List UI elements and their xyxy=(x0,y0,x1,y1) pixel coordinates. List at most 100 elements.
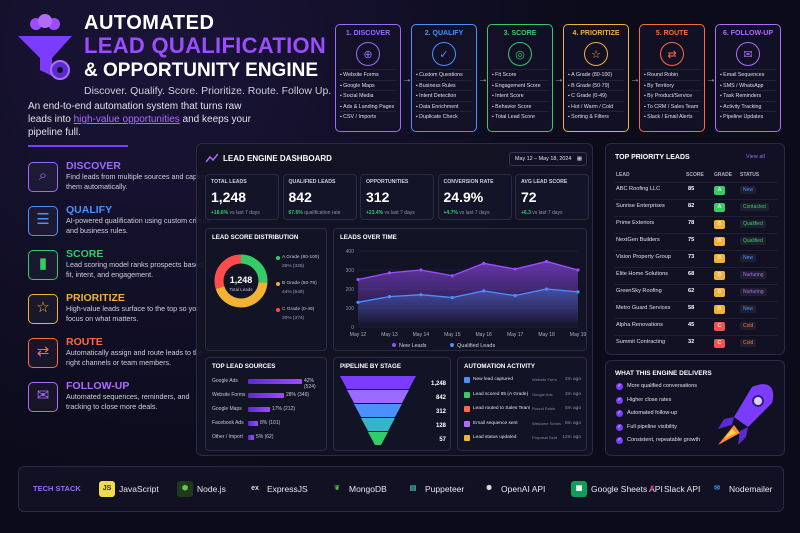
tech-item: ✉ Nodemailer xyxy=(709,481,772,497)
table-row[interactable]: Prime Exteriors 78 B Qualified xyxy=(614,216,778,232)
activity-title: AUTOMATION ACTIVITY xyxy=(464,363,536,370)
kpi-value: 842 xyxy=(288,189,312,205)
pipeline-stage-icon: ◎ xyxy=(508,42,532,66)
pipeline-card-title: 6. FOLLOW-UP xyxy=(722,30,774,37)
x-tick-label: May 18 xyxy=(538,332,555,338)
calendar-icon: ▦ xyxy=(576,156,582,162)
pipeline-card-items: Website FormsGoogle MapsSocial MediaAds … xyxy=(340,69,396,122)
table-row[interactable]: GreenSky Roofing 62 B Nurturing xyxy=(614,284,778,300)
table-row[interactable]: ABC Roofing LLC 85 A New xyxy=(614,182,778,198)
series-point xyxy=(576,290,580,294)
step-discover: ⌕ DISCOVER Find leads from multiple source… xyxy=(28,160,209,204)
automation-activity-card: AUTOMATION ACTIVITY New lead captured Web… xyxy=(457,357,587,451)
funnel-stage-5 xyxy=(368,432,388,445)
kpi-value: 72 xyxy=(521,189,537,205)
step-name: FOLLOW-UP xyxy=(66,380,130,392)
status-badge: New xyxy=(740,254,757,262)
table-row[interactable]: Vision Property Group 73 B New xyxy=(614,250,778,266)
legend-dot xyxy=(276,308,280,312)
status-badge: Qualified xyxy=(740,220,766,228)
pipeline-stage-icon: ✉ xyxy=(736,42,760,66)
kpi-label: OPPORTUNITIES xyxy=(366,179,409,185)
pipeline-item: Pipeline Updates xyxy=(720,111,776,122)
deliverable-item: Automated follow-up xyxy=(627,410,678,416)
lead-name: Alpha Renovations xyxy=(616,322,663,328)
funnel-stage-value: 128 xyxy=(436,423,447,429)
activity-source: Round Robin xyxy=(532,406,556,411)
pipeline-card-4: 4. PRIORITIZE ☆ A Grade (80-100)B Grade (5… xyxy=(563,24,629,132)
source-name: Other / Import xyxy=(212,434,243,440)
step-follow-up: ✉ FOLLOW-UP Automated sequences, reminders… xyxy=(28,380,198,424)
pipeline-card-title: 3. SCORE xyxy=(503,30,537,37)
source-name: Website Forms xyxy=(212,392,246,398)
pipeline-by-stage-card: PIPELINE BY STAGE 1,248 842 312 128 57 xyxy=(333,357,451,451)
lead-score: 32 xyxy=(688,339,695,345)
lead-score: 68 xyxy=(688,271,695,277)
star-icon: ☆ xyxy=(28,294,58,324)
pipeline-item: Intent Score xyxy=(492,90,548,101)
status-badge: New xyxy=(740,186,757,194)
pipeline-item: Data Enrichment xyxy=(416,100,472,112)
bar-chart-icon: ▮ xyxy=(28,250,58,280)
intro-text: An end-to-end automation system that tur… xyxy=(28,101,251,138)
tech-name: Slack API xyxy=(664,484,701,494)
table-column-header: LEAD xyxy=(616,172,630,178)
pipeline-item: Round Robin xyxy=(644,69,700,80)
table-row[interactable]: Sunrise Enterprises 82 A Contacted xyxy=(614,199,778,215)
activity-icon xyxy=(464,377,470,383)
table-row[interactable]: NextGen Builders 75 B Qualified xyxy=(614,233,778,249)
tech-logo-icon: ⬢ xyxy=(177,481,193,497)
form-icon: ☰ xyxy=(28,206,58,236)
funnel-people-logo-icon xyxy=(18,14,72,80)
kpi-delta: +4.7% vs last 7 days xyxy=(443,210,490,216)
lead-name: Vision Property Group xyxy=(616,254,671,260)
pipeline-card-6: 6. FOLLOW-UP ✉ Email SequencesSMS / WhatsA… xyxy=(715,24,781,132)
source-bar xyxy=(248,407,270,412)
table-row[interactable]: Summit Contracting 32 C Cold xyxy=(614,335,778,351)
kpi-card: QUALIFIED LEADS 842 67.6% qualification ra… xyxy=(282,174,357,220)
step-name: PRIORITIZE xyxy=(66,292,125,304)
series-point xyxy=(356,300,360,304)
delivers-title: WHAT THIS ENGINE DELIVERS xyxy=(615,370,712,377)
donut-segment-c xyxy=(214,254,268,308)
tech-item: ex ExpressJS xyxy=(247,481,308,497)
grade-badge: B xyxy=(714,220,725,229)
source-value: 28% (349) xyxy=(286,392,310,398)
view-all-link[interactable]: View all xyxy=(746,154,765,160)
table-row[interactable]: Elite Home Solutions 68 B Nurturing xyxy=(614,267,778,283)
route-icon: ⇄ xyxy=(28,338,58,368)
funnel-stage-value: 312 xyxy=(436,409,447,415)
mail-icon: ✉ xyxy=(28,382,58,412)
tech-logo-icon: ex xyxy=(251,485,259,492)
pipeline-item: By Product/Service xyxy=(644,90,700,101)
flow-arrow-icon: → xyxy=(706,74,716,85)
pipeline-item: Sorting & Filters xyxy=(568,111,624,122)
tech-item: # Slack API xyxy=(644,481,700,497)
pipeline-item: Website Forms xyxy=(340,69,396,80)
pipeline-item: SMS / WhatsApp xyxy=(720,79,776,91)
lead-score: 78 xyxy=(688,220,695,226)
grade-badge: C xyxy=(714,322,725,331)
activity-icon xyxy=(464,420,470,427)
x-tick-label: May 16 xyxy=(476,332,493,338)
title-line-1: AUTOMATED xyxy=(84,12,215,34)
pipeline-card-1: 1. DISCOVER ⊕ Website FormsGoogle MapsSoci… xyxy=(335,24,401,132)
leads-over-time-card: LEADS OVER TIME 400 300 200 100 0 May 12 May 1… xyxy=(333,228,587,351)
tech-name: ExpressJS xyxy=(267,484,308,494)
donut-center-label: Total Leads xyxy=(229,287,253,292)
pipeline-stage-icon: ☆ xyxy=(584,42,608,66)
table-row[interactable]: Alpha Renovations 45 C Cold xyxy=(614,318,778,334)
kpi-label: TOTAL LEADS xyxy=(211,179,247,185)
lead-score: 85 xyxy=(688,186,695,192)
kpi-delta: +18.6% vs last 7 days xyxy=(211,210,260,216)
funnel-stage-value: 842 xyxy=(436,395,447,401)
date-range-picker[interactable]: May 12 – May 18, 2024 ▦ xyxy=(509,152,587,166)
legend-label: B Grade (50-79) xyxy=(282,281,317,286)
grade-badge: C xyxy=(714,339,725,348)
table-row[interactable]: Metro Guard Services 58 B New xyxy=(614,301,778,317)
activity-time: 8m ago xyxy=(565,420,581,426)
divider xyxy=(28,145,128,147)
pipeline-stage-icon: ⇄ xyxy=(660,42,684,66)
distribution-title: LEAD SCORE DISTRIBUTION xyxy=(212,234,299,241)
